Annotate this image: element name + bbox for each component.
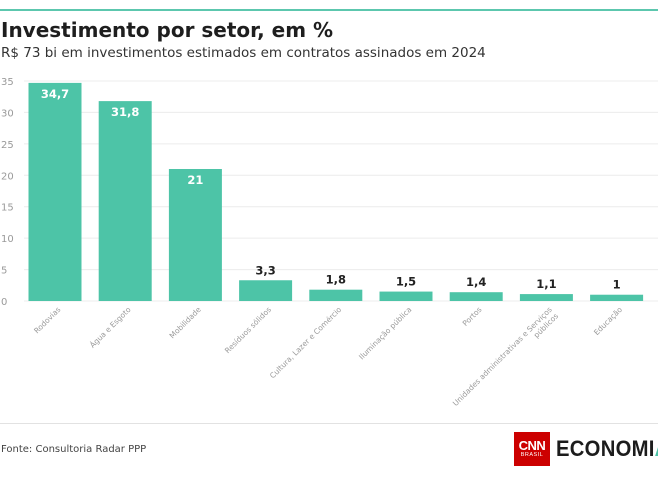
x-tick-label-line: Resíduos sólidos [223, 305, 273, 355]
bar-9 [590, 294, 644, 301]
x-tick-label: Portos [461, 305, 484, 328]
bar-1 [28, 82, 82, 301]
bar-8 [519, 294, 573, 301]
x-tick-label-line: Portos [461, 305, 484, 328]
bar-3 [168, 169, 222, 301]
x-tick-label-line: Educação [592, 305, 624, 337]
cnn-logo-icon: CNN BRASIL [514, 432, 550, 466]
y-tick-label: 15 [1, 203, 14, 214]
bar-value-label: 34,7 [41, 87, 69, 101]
y-tick-label: 25 [1, 140, 14, 151]
bar-value-label: 1,8 [326, 273, 346, 287]
x-tick-label: Rodovias [32, 305, 62, 335]
bar-value-label: 1,4 [466, 275, 486, 289]
bar-value-label: 1,5 [396, 275, 416, 289]
footer-divider [0, 423, 658, 424]
bar-4 [239, 280, 293, 301]
bar-7 [449, 292, 503, 301]
chart-subtitle: R$ 73 bi em investimentos estimados em c… [1, 45, 486, 61]
economia-wordmark: ECONOMIA [556, 436, 658, 461]
y-tick-label: 10 [1, 234, 14, 245]
y-tick-label: 5 [1, 266, 7, 277]
bar-2 [98, 101, 152, 301]
bar-value-label: 1 [613, 278, 621, 292]
bar-5 [309, 289, 363, 301]
x-tick-label-line: Cultura, Lazer e Comércio [268, 305, 344, 381]
chart-title: Investimento por setor, em % [1, 18, 334, 42]
bar-chart: 0 5 10 15 20 25 30 35 34,7 Rodovias 31,8 Água e Esg… [1, 77, 658, 408]
x-tick-label: Iluminação pública [357, 305, 413, 361]
cnn-economia-logo: CNN BRASIL ECONOMIA [514, 432, 658, 466]
x-tick-label-line: Iluminação pública [357, 305, 413, 361]
bar-6 [379, 291, 433, 301]
x-tick-label: Resíduos sólidos [223, 305, 273, 355]
bar-value-label: 3,3 [255, 263, 275, 277]
x-tick-label: Mobilidade [168, 305, 203, 340]
x-tick-label: Água e Esgoto [88, 305, 133, 350]
source-note: Fonte: Consultoria Radar PPP [1, 444, 147, 455]
x-tick-label-line: Água e Esgoto [88, 305, 133, 350]
x-tick-label-line: Mobilidade [168, 305, 203, 340]
top-accent-rule [0, 9, 658, 11]
y-tick-label: 30 [1, 108, 14, 119]
x-tick-label-line: Rodovias [32, 305, 62, 335]
y-tick-label: 35 [1, 77, 14, 88]
x-tick-label: Cultura, Lazer e Comércio [268, 305, 344, 381]
y-tick-label: 20 [1, 171, 14, 182]
bar-value-label: 21 [187, 173, 203, 187]
x-tick-label: Educação [592, 305, 624, 337]
bar-value-label: 1,1 [536, 277, 556, 291]
bar-value-label: 31,8 [111, 105, 139, 119]
y-tick-label: 0 [1, 297, 7, 308]
